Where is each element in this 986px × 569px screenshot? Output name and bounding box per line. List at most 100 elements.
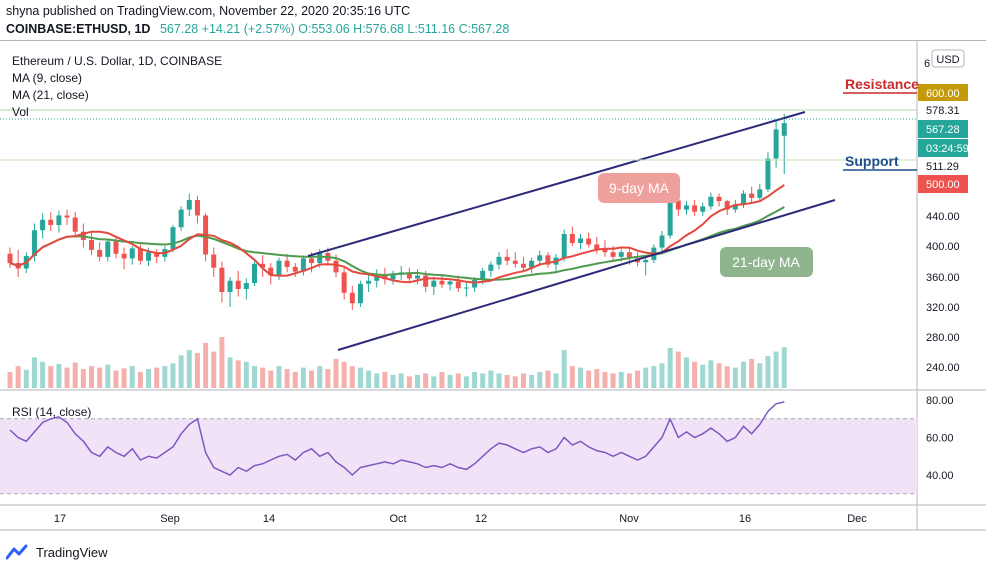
- candle-body: [235, 280, 241, 289]
- candle-body: [121, 253, 127, 259]
- price-tag-support: [918, 175, 968, 193]
- legend-vol: Vol: [12, 105, 29, 119]
- currency-box[interactable]: [931, 49, 965, 68]
- volume-bar: [7, 371, 13, 388]
- candle-body: [105, 241, 111, 257]
- candle-body: [300, 258, 306, 272]
- candle-body: [675, 200, 681, 210]
- price-tick-label: 440.00: [926, 211, 960, 223]
- volume-bar: [749, 358, 755, 388]
- price-tag-countdown: [918, 139, 968, 157]
- volume-bar: [610, 373, 616, 388]
- volume-bar: [227, 357, 233, 388]
- candle-body: [113, 241, 119, 254]
- price-tick-label: 240.00: [926, 362, 960, 374]
- volume-bar: [15, 366, 21, 388]
- candle-body: [129, 248, 135, 259]
- candle-body: [97, 249, 103, 257]
- rsi-line: [9, 401, 785, 477]
- candle-body: [610, 252, 616, 257]
- candle-body: [659, 235, 665, 248]
- volume-bar: [578, 367, 583, 388]
- candle-body: [137, 248, 143, 261]
- volume-bar: [243, 361, 249, 388]
- time-tick-label: Oct: [389, 513, 406, 525]
- footer-brand[interactable]: TradingView: [6, 540, 108, 564]
- volume-bar: [635, 370, 641, 388]
- time-tick-label: 14: [263, 513, 275, 525]
- volume-bar: [480, 373, 486, 388]
- candle-body: [243, 283, 249, 289]
- volume-bar: [431, 376, 437, 388]
- volume-bar: [292, 371, 298, 388]
- candle-body: [716, 196, 722, 202]
- volume-bar: [178, 355, 184, 388]
- candle-body: [545, 255, 551, 265]
- volume-bar: [626, 373, 632, 388]
- candle-body: [765, 158, 771, 190]
- volume-bar: [716, 363, 722, 388]
- volume-bar: [683, 357, 689, 388]
- currency-label: USD: [936, 54, 959, 66]
- candle-body: [496, 256, 502, 265]
- volume-bar: [463, 376, 469, 388]
- symbol-line: COINBASE:ETHUSD, 1D 567.28 +14.21 (+2.57…: [6, 22, 509, 36]
- ohlc-values: O:553.06 H:576.68 L:511.16 C:567.28: [298, 22, 510, 36]
- volume-bar: [203, 342, 209, 388]
- volume-bar: [333, 358, 339, 388]
- volume-bar: [366, 370, 372, 388]
- volume-bar: [398, 373, 404, 388]
- candle-body: [317, 252, 323, 264]
- price-tag-text-support: 500.00: [926, 179, 960, 191]
- volume-bar: [341, 361, 347, 388]
- volume-bar: [268, 370, 274, 388]
- volume-bar: [56, 363, 62, 388]
- volume-bar: [80, 369, 86, 388]
- candle-body: [284, 260, 290, 267]
- volume-bar: [97, 367, 103, 388]
- volume-bar: [765, 355, 771, 388]
- volume-bar: [72, 362, 78, 388]
- channel-upper-line: [307, 111, 806, 257]
- time-tick-label: 16: [739, 513, 751, 525]
- candle-body: [472, 280, 478, 288]
- rsi-band: [0, 418, 917, 495]
- volume-bar: [757, 363, 763, 388]
- candle-body: [724, 201, 730, 210]
- volume-bar: [504, 374, 510, 388]
- volume-bar: [390, 374, 396, 388]
- rsi-tick-label: 40.00: [926, 470, 954, 482]
- candle-body: [741, 193, 746, 205]
- candle-body: [406, 272, 412, 279]
- price-tag-text-last: 567.28: [926, 124, 960, 136]
- volume-bar: [773, 351, 779, 388]
- candle-body: [211, 254, 217, 268]
- price-tick-label: 320.00: [926, 302, 960, 314]
- volume-bar: [586, 370, 592, 388]
- volume-bar: [455, 373, 461, 388]
- candle-body: [260, 263, 266, 268]
- candle-body: [537, 255, 543, 261]
- candle-body: [146, 252, 152, 261]
- volume-bar: [23, 369, 29, 388]
- candle-body: [626, 252, 632, 259]
- rsi-series-line: [9, 401, 785, 477]
- volume-bar: [732, 367, 738, 388]
- volume-bar: [724, 366, 730, 388]
- candle-body: [520, 263, 526, 268]
- candle-body: [89, 240, 94, 250]
- time-tick-label: Dec: [847, 513, 867, 525]
- candle-body: [757, 189, 763, 198]
- symbol-label: COINBASE:ETHUSD, 1D: [6, 22, 151, 36]
- volume-bar: [561, 350, 567, 388]
- candle-body: [357, 283, 363, 304]
- volume-bar: [194, 353, 200, 388]
- volume-bar: [89, 366, 94, 388]
- support-label: Support: [845, 153, 899, 169]
- legend-title: Ethereum / U.S. Dollar, 1D, COINBASE: [12, 54, 222, 68]
- candle-body: [341, 272, 347, 293]
- channel-lower-line: [337, 199, 836, 351]
- volume-bar: [129, 366, 135, 388]
- volume-bar: [219, 337, 225, 388]
